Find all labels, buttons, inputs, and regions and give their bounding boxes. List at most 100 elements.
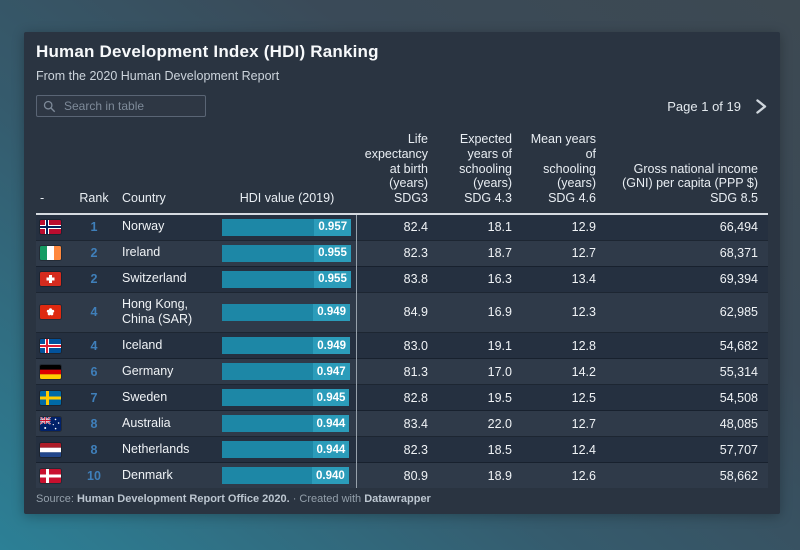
sweden-flag-icon	[40, 390, 61, 405]
rank-cell: 6	[90, 364, 98, 379]
hdi-value-cell: 0.955	[218, 240, 356, 266]
column-header-flag: -	[36, 132, 70, 215]
flag-cell	[36, 385, 70, 411]
hdi-bar: 0.944	[222, 415, 350, 432]
hdi-bar-label: 0.955	[314, 244, 351, 262]
australia-flag-icon	[40, 416, 61, 431]
hdi-bar-label: 0.940	[311, 467, 349, 484]
page-indicator: Page 1 of 19	[667, 98, 741, 114]
datawrapper-credit-link[interactable]: Datawrapper	[364, 493, 431, 505]
hdi-bar-label: 0.949	[313, 337, 351, 354]
mean-schooling-cell: 12.7	[571, 246, 596, 261]
table-row: 2 Ireland 0.955 82.3 18.7 12.7 68,371	[36, 240, 768, 267]
magnifier-icon	[43, 100, 56, 113]
column-header-rank: Rank	[70, 132, 118, 215]
country-cell: Australia	[122, 415, 171, 430]
table-row: 10 Denmark 0.940 80.9 18.9 12.6 58,662	[36, 462, 768, 488]
created-with-text: Created with	[299, 493, 362, 505]
life-expectancy-cell: 80.9	[355, 462, 442, 488]
footer-separator: ·	[292, 493, 297, 505]
life-expectancy-cell: 82.3	[355, 436, 442, 463]
flag-cell	[36, 437, 70, 463]
hdi-value-cell: 0.945	[218, 385, 356, 411]
mean-schooling-cell: 12.5	[571, 390, 596, 405]
gni-per-capita-cell: 54,508	[719, 390, 758, 405]
page-subtitle: From the 2020 Human Development Report	[36, 69, 280, 83]
rank-cell: 4	[90, 305, 98, 320]
mean-schooling-cell: 12.8	[571, 338, 596, 353]
netherlands-flag-icon	[40, 442, 61, 457]
rank-cell: 2	[90, 246, 98, 261]
flag-cell	[36, 214, 70, 241]
table-row: 6 Germany 0.947 81.3 17.0 14.2 55,314	[36, 358, 768, 385]
table-row: 4 Iceland 0.949 83.0 19.1 12.8 54,682	[36, 332, 768, 359]
expected-schooling-cell: 18.7	[487, 246, 512, 261]
country-cell: Switzerland	[122, 271, 187, 286]
column-header-country: Country	[118, 132, 218, 215]
flag-cell	[36, 240, 70, 266]
mean-schooling-cell: 12.9	[571, 220, 596, 235]
hongkong-flag-icon	[40, 305, 61, 320]
flag-cell	[36, 292, 70, 332]
chevron-right-icon	[755, 98, 768, 115]
hdi-table-card: Human Development Index (HDI) Ranking Fr…	[24, 32, 780, 514]
search-box[interactable]	[36, 95, 206, 117]
mean-schooling-cell: 13.4	[571, 272, 596, 287]
hdi-value-cell: 0.955	[218, 266, 356, 292]
germany-flag-icon	[40, 364, 61, 379]
column-header-life-expectancy: Life expectancy at birth (years) SDG3	[356, 132, 442, 215]
country-cell: Germany	[122, 363, 174, 378]
table-row: 8 Australia 0.944 83.4 22.0 12.7 48,085	[36, 410, 768, 437]
mean-schooling-cell: 14.2	[571, 364, 596, 379]
rank-cell: 8	[90, 442, 98, 457]
hdi-bar: 0.955	[222, 270, 351, 288]
expected-schooling-cell: 16.3	[487, 272, 512, 287]
hdi-bar: 0.940	[222, 467, 349, 484]
page-title: Human Development Index (HDI) Ranking	[36, 42, 379, 61]
table-header-row: - Rank Country HDI value (2019) Life exp…	[36, 132, 768, 215]
footer: Source: Human Development Report Office …	[36, 493, 431, 505]
mean-schooling-cell: 12.6	[571, 468, 596, 483]
search-input[interactable]	[62, 98, 199, 114]
life-expectancy-cell: 82.4	[355, 213, 442, 241]
expected-schooling-cell: 18.1	[487, 220, 512, 235]
rank-cell: 10	[87, 468, 101, 483]
table-row: 1 Norway 0.957 82.4 18.1 12.9 66,494	[36, 213, 768, 241]
expected-schooling-cell: 22.0	[487, 416, 512, 431]
flag-cell	[36, 359, 70, 385]
flag-cell	[36, 333, 70, 359]
hdi-bar: 0.944	[222, 441, 350, 458]
pagination: Page 1 of 19	[667, 98, 768, 115]
hdi-bar-label: 0.945	[312, 389, 350, 406]
hdi-bar: 0.955	[222, 244, 351, 262]
hdi-table: - Rank Country HDI value (2019) Life exp…	[36, 132, 768, 488]
expected-schooling-cell: 16.9	[487, 305, 512, 320]
gni-per-capita-cell: 48,085	[719, 416, 758, 431]
expected-schooling-cell: 18.5	[487, 442, 512, 457]
country-cell: Netherlands	[122, 441, 190, 456]
mean-schooling-cell: 12.4	[571, 442, 596, 457]
source-prefix: Source:	[36, 493, 77, 505]
ireland-flag-icon	[40, 246, 61, 261]
gni-per-capita-cell: 57,707	[719, 442, 758, 457]
hdi-value-cell: 0.944	[218, 411, 356, 437]
norway-flag-icon	[40, 220, 61, 235]
expected-schooling-cell: 19.1	[487, 338, 512, 353]
next-page-button[interactable]	[755, 98, 768, 115]
hdi-bar: 0.957	[222, 218, 352, 236]
source-text: Human Development Report Office 2020.	[76, 493, 290, 505]
hdi-bar-label: 0.944	[312, 415, 350, 432]
country-cell: Ireland	[122, 245, 161, 260]
hdi-bar-label: 0.947	[312, 363, 350, 380]
life-expectancy-cell: 83.8	[355, 266, 442, 293]
life-expectancy-cell: 83.0	[355, 332, 442, 359]
table-row: 7 Sweden 0.945 82.8 19.5 12.5 54,508	[36, 384, 768, 411]
flag-cell	[36, 411, 70, 437]
hdi-value-cell: 0.949	[218, 292, 356, 332]
gni-per-capita-cell: 66,494	[719, 220, 758, 235]
column-header-expected-schooling: Expected years of schooling (years) SDG …	[442, 132, 526, 215]
country-cell: Iceland	[122, 337, 163, 352]
life-expectancy-cell: 82.3	[355, 240, 442, 267]
flag-cell	[36, 266, 70, 292]
hdi-value-cell: 0.944	[218, 437, 356, 463]
